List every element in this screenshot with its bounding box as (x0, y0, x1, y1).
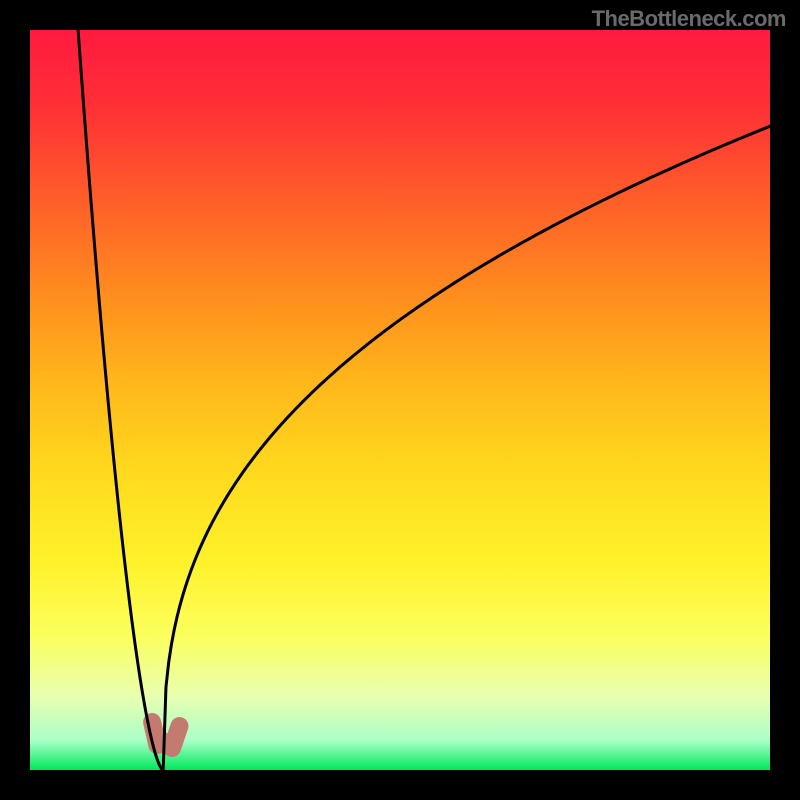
gradient-plot-area (30, 30, 770, 770)
chart-frame: TheBottleneck.com (0, 0, 800, 800)
watermark-text: TheBottleneck.com (592, 6, 786, 32)
chart-svg (0, 0, 800, 800)
